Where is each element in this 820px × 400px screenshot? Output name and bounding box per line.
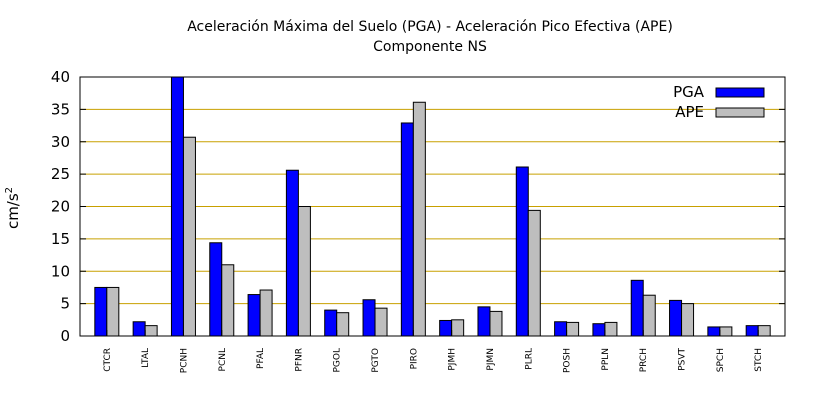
bar-ape [604, 321, 618, 337]
bar-ape [566, 321, 580, 337]
legend: PGA APE [673, 83, 765, 121]
bar-pga [515, 166, 529, 337]
bar-pga [707, 326, 721, 337]
y-tick-label: 10 [51, 262, 70, 280]
bar-pga [477, 306, 491, 337]
x-tick-label: PGOL [333, 348, 343, 373]
bar-ape [642, 294, 656, 337]
bar-ape [297, 206, 311, 337]
x-tick-label: PJMH [448, 348, 458, 371]
x-tick-label: PRCH [639, 348, 649, 372]
x-tick-labels: CTCR LTAL PCNH PCNL PFAL PFNR PGOL PGTO PIRO PJMH… [103, 330, 764, 373]
x-tick-label: PFNR [294, 348, 304, 372]
y-tick-label: 20 [51, 198, 70, 216]
y-tick-label: 0 [60, 327, 70, 345]
bar-ape [719, 326, 733, 337]
x-tick-label: PJMN [486, 348, 496, 371]
bar-ape [489, 310, 503, 337]
x-tick-label: PFAL [256, 348, 266, 369]
y-tick-label: 35 [51, 100, 70, 118]
legend-label: APE [675, 103, 704, 121]
gridlines [80, 108, 785, 305]
x-tick-label: POSH [563, 348, 573, 373]
legend-swatch [715, 107, 765, 118]
bar-pga [745, 325, 759, 337]
bar-ape [144, 325, 158, 337]
y-axis-label: cm/s2 [4, 187, 22, 229]
x-tick-label: LTAL [141, 348, 151, 368]
x-tick-label: PGTO [371, 348, 381, 373]
bar-pga [439, 319, 453, 337]
y-axis-label-text: cm/s [4, 193, 22, 229]
bar-pga [554, 321, 568, 337]
bar-pga [592, 323, 606, 337]
y-tick-label: 30 [51, 133, 70, 151]
bar-pga [285, 169, 299, 337]
chart-subtitle: Componente NS [373, 39, 487, 55]
plot-frame [79, 76, 786, 337]
y-axis-label-superscript: 2 [4, 187, 15, 193]
x-tick-label: SPCH [716, 348, 726, 372]
bar-pga [362, 299, 376, 337]
bar-pga [400, 122, 414, 337]
bar-ape [374, 307, 388, 337]
legend-swatch [715, 87, 765, 98]
bar-ape [527, 209, 541, 337]
bar-pga [94, 286, 108, 337]
y-tick-label: 40 [51, 68, 70, 86]
y-axis-label-group: cm/s2 [4, 187, 22, 229]
y-tick-label: 15 [51, 230, 70, 248]
y-tick-label: 5 [60, 295, 70, 313]
bar-ape [757, 325, 771, 337]
bar-ape [221, 264, 235, 337]
bar-ape [412, 101, 426, 337]
x-tick-label: PLRL [524, 348, 534, 370]
bar-pga [324, 309, 338, 337]
bar-pga [669, 299, 683, 337]
y-tick-label: 25 [51, 165, 70, 183]
x-tick-label: STCH [754, 348, 764, 372]
bar-ape [336, 312, 350, 337]
x-tick-label: CTCR [103, 348, 113, 372]
legend-label: PGA [673, 83, 705, 101]
x-tick-label: PPLN [601, 348, 611, 371]
bar-pga [132, 321, 146, 337]
bar-ape [106, 286, 120, 337]
x-tick-label: PCNL [218, 348, 228, 371]
bar-pga [247, 294, 261, 337]
bar-pga [170, 76, 184, 337]
bar-ape [681, 303, 695, 337]
x-tick-label: PCNH [179, 348, 189, 373]
bar-ape [451, 319, 465, 337]
x-tick-label: PSVT [678, 348, 688, 371]
bar-ape [182, 136, 196, 337]
y-tick-labels: 0 5 10 15 20 25 30 35 40 [51, 68, 785, 345]
bar-ape [259, 289, 273, 337]
bar-pga [209, 242, 223, 337]
chart-title: Aceleración Máxima del Suelo (PGA) - Ace… [187, 19, 673, 35]
bar-pga [630, 279, 644, 337]
x-tick-label: PIRO [409, 348, 419, 369]
